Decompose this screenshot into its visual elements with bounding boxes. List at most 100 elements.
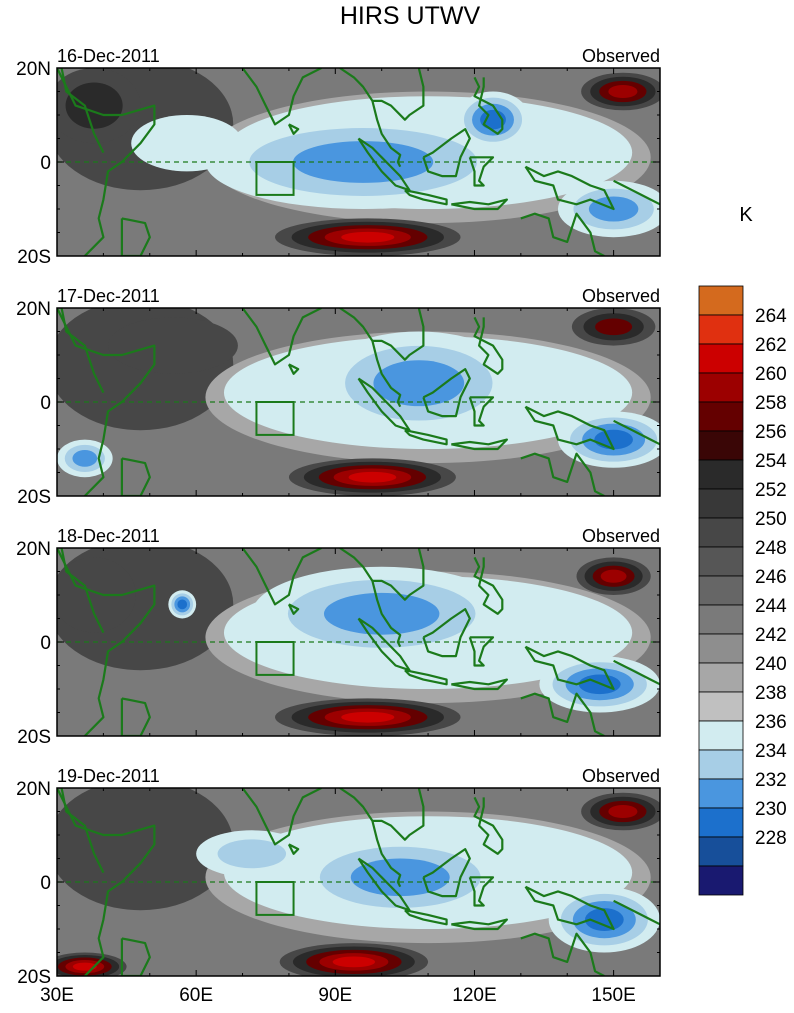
dry-region (608, 84, 638, 99)
coastline (339, 308, 402, 408)
panel-date: 19-Dec-2011 (57, 766, 160, 786)
coastline (372, 68, 425, 121)
coastline (287, 363, 300, 375)
coastline (468, 396, 495, 427)
coastline (404, 429, 448, 446)
coastline (520, 932, 605, 976)
region-box (255, 401, 295, 436)
dry-region (595, 318, 633, 336)
coastline (60, 68, 105, 154)
coastline (520, 692, 605, 736)
colorbar-swatch (698, 662, 744, 693)
colorbar-label: 264 (755, 306, 787, 327)
x-tick-label: 60E (179, 985, 213, 1006)
coastline (524, 645, 615, 691)
colorbar-units: K (739, 204, 753, 226)
colorbar-label: 258 (755, 393, 787, 414)
colorbar-swatch (698, 314, 744, 345)
panels: 20N 0 20S 16-Dec-2011 Observed 20N 0 20S 17-Dec-… (16, 46, 661, 988)
panel-date: 16-Dec-2011 (57, 46, 160, 66)
dry-region (341, 231, 395, 243)
y-tick-label: 20N (16, 59, 51, 80)
colorbar-swatch (698, 401, 744, 432)
colorbar-label: 256 (755, 422, 787, 443)
dry-region (608, 804, 638, 819)
coastline (241, 68, 322, 126)
panel-label: Observed (582, 286, 660, 306)
dry-region (332, 956, 376, 968)
colorbar-swatch (698, 633, 744, 664)
x-tick-label: 90E (318, 985, 352, 1006)
coastline (473, 316, 504, 375)
coastline (451, 438, 508, 451)
moist-region (584, 908, 624, 932)
colorbar-label: 230 (755, 799, 787, 820)
coastline (468, 636, 495, 667)
coastline (372, 308, 425, 361)
dry-region (57, 557, 136, 633)
colorbar-swatch (698, 285, 744, 316)
colorbar-label: 250 (755, 509, 787, 530)
coastline (404, 189, 448, 206)
colorbar-label: 238 (755, 683, 787, 704)
colorbar-swatch (698, 778, 744, 809)
colorbar-swatch (698, 372, 744, 403)
coastline (287, 123, 300, 135)
coastline (404, 669, 448, 686)
colorbar-swatch (698, 488, 744, 519)
dry-region (341, 711, 395, 723)
dry-region (600, 569, 627, 583)
coastline (241, 548, 322, 606)
dry-region (348, 471, 397, 483)
x-axis-labels: 30E 60E 90E 120E 150E (40, 985, 636, 1006)
coastline (468, 876, 495, 907)
moist-region (217, 839, 287, 869)
coastline (613, 179, 660, 206)
coastline (468, 156, 495, 187)
coastlines (57, 788, 660, 976)
coastline (241, 308, 322, 366)
coastline (520, 212, 605, 256)
coastline (57, 68, 156, 256)
coastline (473, 796, 504, 855)
y-tick-label: 20S (17, 967, 51, 988)
colorbar-label: 248 (755, 538, 787, 559)
y-tick-label: 20S (17, 247, 51, 268)
colorbar-label: 254 (755, 451, 787, 472)
coastline (287, 603, 300, 615)
y-tick-label: 0 (40, 633, 51, 654)
map-panel: 20N 0 20S 19-Dec-2011 Observed (16, 766, 661, 988)
y-tick-label: 20S (17, 487, 51, 508)
coastline (422, 608, 471, 658)
panel-label: Observed (582, 46, 660, 66)
colorbar-swatch (698, 459, 744, 490)
colorbar-swatch (698, 575, 744, 606)
moist-region (594, 429, 633, 450)
colorbar-swatch (698, 807, 744, 838)
coastline (339, 548, 402, 648)
coastline (524, 165, 615, 211)
panel-date: 18-Dec-2011 (57, 526, 160, 546)
coastline (339, 68, 402, 168)
coastlines (57, 308, 660, 496)
coastline (287, 843, 300, 855)
y-tick-label: 20N (16, 299, 51, 320)
coastline (60, 308, 105, 394)
coastline (613, 659, 660, 686)
colorbar-label: 260 (755, 364, 787, 385)
x-tick-label: 120E (452, 985, 496, 1006)
y-tick-label: 20S (17, 727, 51, 748)
coastline (120, 697, 151, 736)
coastline (372, 788, 425, 841)
panel-label: Observed (582, 526, 660, 546)
colorbar-swatch (698, 604, 744, 635)
dry-region (108, 317, 238, 374)
colorbar-swatch (698, 691, 744, 722)
moist-region (177, 599, 188, 610)
coastline (473, 76, 504, 135)
coastline (120, 937, 151, 976)
colorbar-swatch (698, 517, 744, 548)
coastline (451, 918, 508, 931)
field-band (57, 788, 234, 911)
